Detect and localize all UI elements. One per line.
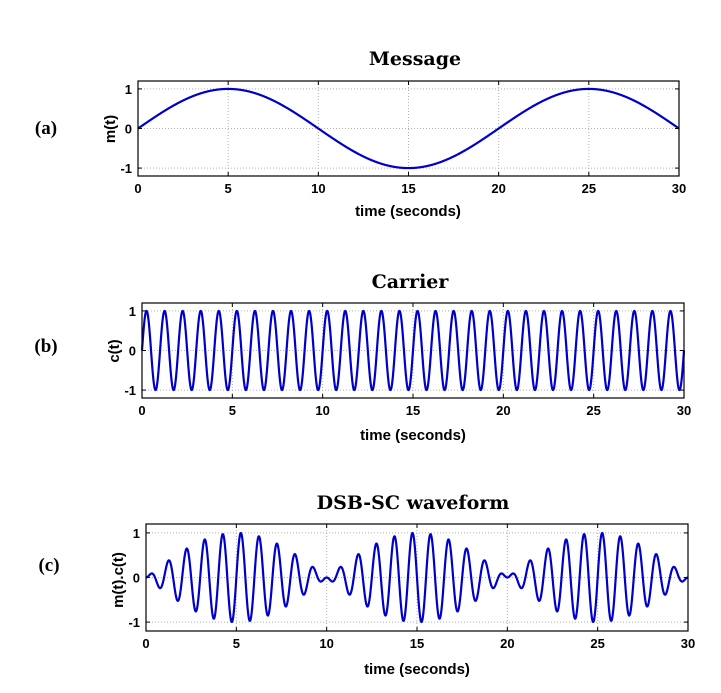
x-tick-label: 0 [134,181,141,196]
x-tick-label: 0 [138,403,145,418]
panel-label: (c) [38,555,59,576]
y-tick-label: 1 [125,82,132,97]
y-tick-label: 1 [133,526,140,541]
x-tick-label: 25 [582,181,596,196]
y-axis-label: m(t).c(t) [110,552,127,608]
x-tick-label: 30 [677,403,691,418]
plot-area: 0 5 10 15 20 25 30-101 [124,302,691,418]
y-tick-label: 0 [125,122,132,137]
x-tick-label: 20 [496,403,510,418]
panel-label: (b) [34,336,57,357]
x-axis-label: time (seconds) [355,203,461,220]
plot-area: 0 5 10 15 20 25 30-101 [128,523,695,651]
chart-title: DSB-SC waveform [317,492,510,514]
x-tick-label: 15 [406,403,420,418]
x-tick-label: 15 [401,181,415,196]
x-tick-label: 10 [311,181,325,196]
x-tick-label: 20 [491,181,505,196]
x-tick-label: 0 [142,636,149,651]
panel-dsb-sc: DSB-SC waveform (c) 0 5 10 15 20 25 30-101 tim… [38,492,695,678]
y-tick-label: -1 [124,383,136,398]
y-tick-label: 0 [129,344,136,359]
x-axis-label: time (seconds) [364,661,470,678]
y-tick-label: 0 [133,571,140,586]
x-tick-label: 25 [586,403,600,418]
x-tick-label: 5 [225,181,232,196]
x-tick-label: 25 [590,636,604,651]
panel-label: (a) [35,118,57,139]
x-tick-label: 30 [672,181,686,196]
y-axis-label: c(t) [106,339,123,362]
x-tick-label: 20 [500,636,514,651]
chart-title: Message [369,48,461,70]
series-line [137,87,680,170]
x-tick-label: 10 [319,636,333,651]
panel-message: Message (a) 0 5 10 15 20 25 30-101 time (secon… [35,48,686,220]
y-tick-label: 1 [129,304,136,319]
x-tick-label: 30 [681,636,695,651]
x-tick-label: 10 [315,403,329,418]
chart-title: Carrier [372,271,450,293]
plot-area: 0 5 10 15 20 25 30-101 [120,80,686,196]
series-line [140,309,686,392]
x-tick-label: 15 [410,636,424,651]
y-axis-label: m(t) [102,115,119,143]
x-axis-label: time (seconds) [360,427,466,444]
x-tick-label: 5 [229,403,236,418]
y-tick-label: -1 [120,161,132,176]
x-tick-label: 5 [233,636,240,651]
series-line [145,531,689,624]
y-tick-label: -1 [128,615,140,630]
panel-carrier: Carrier (b) 0 5 10 15 20 25 30-101 time (secon… [34,271,691,444]
